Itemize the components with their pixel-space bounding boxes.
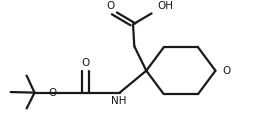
Text: O: O (222, 66, 230, 76)
Text: O: O (48, 88, 56, 98)
Text: O: O (81, 58, 89, 68)
Text: NH: NH (111, 96, 126, 106)
Text: O: O (106, 1, 115, 11)
Text: OH: OH (157, 1, 173, 11)
